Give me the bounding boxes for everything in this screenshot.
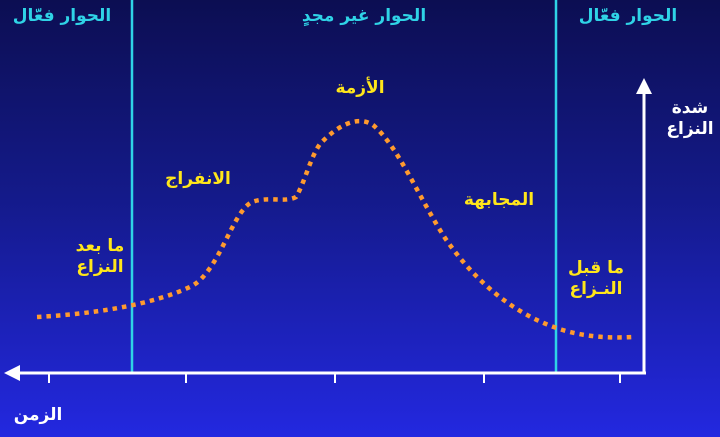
y-axis-label-line1: شدة [671, 98, 709, 118]
conflict-curve [36, 118, 634, 340]
intensity-axis-arrowhead [636, 78, 652, 94]
zone-label-right: الحوار فعّال [578, 6, 678, 26]
zone-label-left: الحوار فعّال [12, 6, 112, 26]
stage-label-crisis: الأزمة [335, 78, 385, 98]
stage-label-pre-conflict: ما قبل النـزاع [558, 258, 634, 301]
zone-label-middle: الحوار غير مجدٍ [301, 6, 427, 26]
stage-label-pre-line1: ما قبل [567, 258, 625, 278]
stage-label-confrontation: المجابهة [463, 190, 535, 210]
stage-label-post-conflict: ما بعد النزاع [62, 236, 138, 279]
stage-label-pre-line2: النـزاع [569, 279, 623, 300]
stage-label-breakthrough: الانفراج [165, 169, 231, 189]
stage-label-post-line1: ما بعد [75, 236, 125, 256]
y-axis-label: شدة النزاع [662, 98, 718, 141]
stage-label-post-line2: النزاع [76, 257, 124, 278]
time-axis-ticks [48, 373, 621, 383]
x-axis-label: الزمن [13, 405, 63, 425]
time-axis-arrowhead [4, 365, 20, 381]
y-axis-label-line2: النزاع [666, 119, 714, 140]
